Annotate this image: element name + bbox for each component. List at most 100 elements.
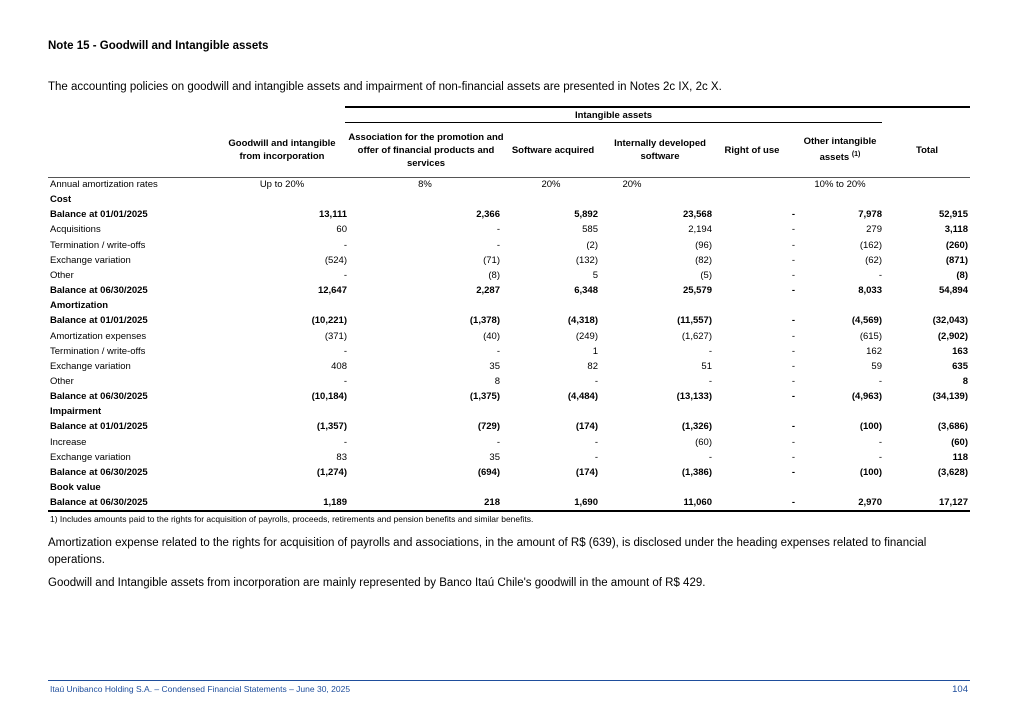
cell: -: [594, 451, 598, 463]
cell: (2): [586, 239, 598, 251]
cell: 8: [962, 375, 968, 387]
cell: (524): [324, 254, 347, 266]
column-header-text: Association for the promotion and offer …: [348, 131, 504, 169]
row-label: Increase: [50, 436, 87, 448]
cell: (3,628): [937, 466, 968, 478]
cell: -: [343, 375, 347, 387]
cell: (4,569): [851, 315, 882, 327]
section-header: Cost: [50, 194, 72, 206]
paragraph: Goodwill and Intangible assets from inco…: [48, 577, 706, 589]
cell: (60): [695, 436, 712, 448]
group-header: Intangible assets: [574, 110, 653, 121]
cell: 83: [336, 451, 347, 463]
cell: 17,127: [938, 497, 968, 509]
cell: 8,033: [858, 285, 882, 297]
cell: (1,274): [316, 466, 347, 478]
cell: -: [496, 224, 500, 236]
row-label: Balance at 06/30/2025: [50, 285, 148, 297]
column-header-text: Other intangible assets (1): [803, 136, 877, 164]
cell: (1,386): [681, 466, 712, 478]
cell: (8): [488, 269, 500, 281]
row-label: Acquisitions: [50, 224, 101, 236]
row-label: Termination / write-offs: [50, 345, 146, 357]
cell: 279: [866, 224, 882, 236]
row-label: Other: [50, 375, 74, 387]
cell: -: [791, 360, 795, 372]
column-header: Total: [897, 124, 957, 176]
cell: 35: [489, 451, 500, 463]
cell: -: [496, 239, 500, 251]
cell: (132): [575, 254, 598, 266]
rate: Up to 20%: [259, 179, 305, 190]
cell: 1: [592, 345, 598, 357]
cell: 5: [592, 269, 598, 281]
cell: -: [791, 466, 795, 478]
rule: [48, 510, 970, 512]
cell: -: [496, 436, 500, 448]
cell: -: [791, 330, 795, 342]
cell: -: [791, 451, 795, 463]
footnote: 1) Includes amounts paid to the rights f…: [50, 514, 534, 524]
cell: 13,111: [318, 209, 347, 221]
rate: 20%: [622, 179, 642, 190]
cell: -: [343, 345, 347, 357]
cell: -: [878, 436, 882, 448]
cell: 3,118: [944, 224, 968, 236]
cell: -: [878, 375, 882, 387]
cell: -: [878, 269, 882, 281]
rule: [48, 177, 970, 178]
cell: -: [791, 497, 795, 509]
intro: The accounting policies on goodwill and …: [48, 81, 722, 93]
cell: (10,184): [311, 391, 347, 403]
cell: (10,221): [311, 315, 347, 327]
cell: (260): [945, 239, 968, 251]
rate: 20%: [541, 179, 561, 190]
cell: (96): [695, 239, 712, 251]
cell: 118: [952, 451, 968, 463]
rule: [345, 122, 882, 123]
cell: (174): [575, 466, 598, 478]
row-label: Annual amortization rates: [50, 179, 158, 190]
row-label: Balance at 06/30/2025: [50, 497, 148, 509]
cell: (4,318): [567, 315, 598, 327]
cell: -: [791, 391, 795, 403]
cell: (100): [859, 421, 882, 433]
column-header-text: Right of use: [724, 144, 780, 156]
column-header-text: Total: [916, 144, 938, 156]
cell: 2,287: [476, 285, 500, 297]
row-label: Termination / write-offs: [50, 239, 146, 251]
cell: (162): [859, 239, 882, 251]
cell: 51: [701, 360, 712, 372]
cell: -: [791, 269, 795, 281]
row-label: Balance at 01/01/2025: [50, 209, 148, 221]
cell: (60): [951, 436, 968, 448]
cell: (34,139): [932, 391, 968, 403]
cell: -: [343, 239, 347, 251]
cell: 52,915: [938, 209, 968, 221]
row-label: Balance at 06/30/2025: [50, 466, 148, 478]
cell: 162: [866, 345, 882, 357]
cell: (1,627): [681, 330, 712, 342]
cell: -: [708, 345, 712, 357]
cell: -: [791, 224, 795, 236]
cell: (249): [575, 330, 598, 342]
cell: 35: [489, 360, 500, 372]
row-label: Other: [50, 269, 74, 281]
cell: (615): [859, 330, 882, 342]
cell: 218: [484, 497, 500, 509]
footer-text: Itaú Unibanco Holding S.A. – Condensed F…: [50, 684, 351, 694]
cell: (71): [483, 254, 500, 266]
cell: (1,378): [469, 315, 500, 327]
row-label: Exchange variation: [50, 254, 131, 266]
rate: 8%: [418, 179, 432, 190]
section-header: Amortization: [50, 300, 109, 312]
cell: -: [791, 254, 795, 266]
cell: (32,043): [932, 315, 968, 327]
column-header: Right of use: [717, 124, 787, 176]
column-header: Goodwill and intangible from incorporati…: [220, 124, 345, 176]
cell: 82: [587, 360, 598, 372]
cell: 6,348: [574, 285, 598, 297]
column-header-text: Internally developed software: [614, 138, 706, 162]
cell: -: [878, 451, 882, 463]
